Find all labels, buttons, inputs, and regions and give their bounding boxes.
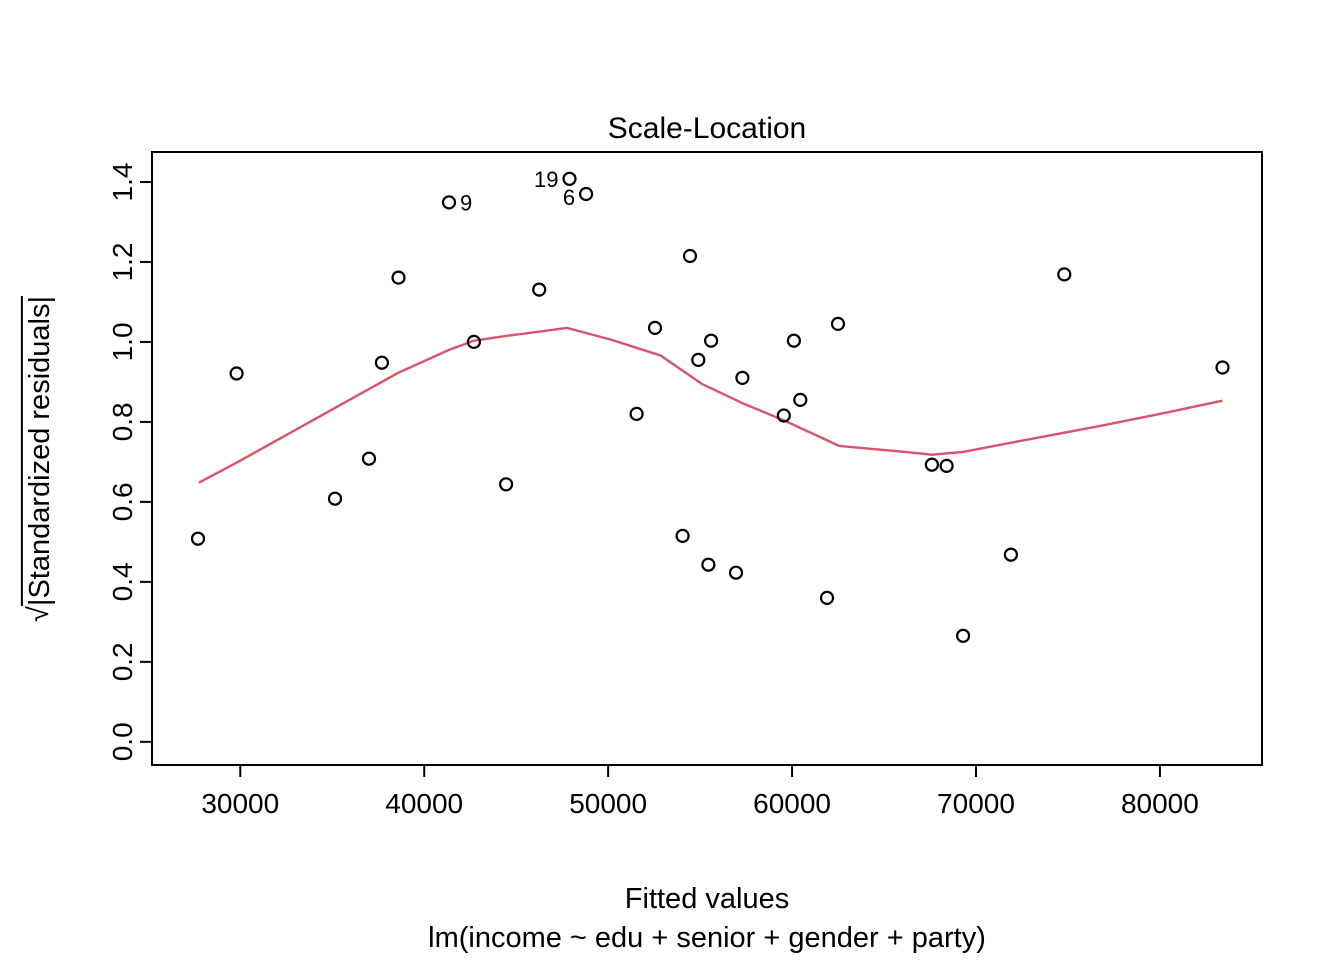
data-point xyxy=(830,316,846,331)
data-point xyxy=(1003,547,1019,562)
x-tick-label: 30000 xyxy=(201,788,279,819)
data-point xyxy=(441,195,457,210)
smooth-line xyxy=(198,326,1223,484)
data-point xyxy=(793,392,808,407)
plot-box xyxy=(151,151,1263,766)
data-point xyxy=(190,531,206,546)
y-tick-label: 0.4 xyxy=(107,562,138,601)
data-point xyxy=(647,320,663,335)
sqrt-symbol: √ xyxy=(22,606,55,623)
data-point xyxy=(776,408,791,423)
x-tick-label: 80000 xyxy=(1121,788,1199,819)
data-point xyxy=(701,557,716,572)
data-point xyxy=(786,333,802,348)
data-point xyxy=(229,366,244,381)
data-point xyxy=(703,333,719,348)
data-point xyxy=(939,458,954,473)
data-point xyxy=(682,248,698,264)
y-tick-label: 0.2 xyxy=(107,642,138,681)
data-point xyxy=(1057,267,1072,282)
data-point xyxy=(391,270,406,285)
data-point xyxy=(466,334,481,349)
data-point xyxy=(691,352,706,367)
point-label: 9 xyxy=(460,190,472,215)
y-tick-label: 1.0 xyxy=(107,322,138,361)
data-point xyxy=(578,186,594,202)
data-point xyxy=(532,282,547,297)
x-tick-label: 70000 xyxy=(937,788,1015,819)
y-tick-label: 1.2 xyxy=(107,242,138,281)
data-point xyxy=(629,406,644,421)
data-point xyxy=(1215,360,1230,375)
model-formula-label: lm(income ~ edu + senior + gender + part… xyxy=(428,922,986,954)
y-axis-label-text: |Standardized residuals| xyxy=(20,295,56,607)
data-point xyxy=(327,491,343,506)
y-tick-label: 0.6 xyxy=(107,482,138,521)
x-axis-label: Fitted values xyxy=(624,883,790,915)
y-tick-label: 0.8 xyxy=(107,402,138,441)
data-point xyxy=(728,565,744,580)
data-point xyxy=(374,355,389,370)
x-tick-label: 50000 xyxy=(569,788,647,819)
y-axis-label: √|Standardized residuals| xyxy=(20,295,58,623)
y-tick-label: 1.4 xyxy=(107,163,138,202)
y-tick-label: 0.0 xyxy=(107,722,138,761)
data-point xyxy=(735,370,750,385)
x-tick-label: 60000 xyxy=(753,788,831,819)
x-tick-label: 40000 xyxy=(385,788,463,819)
data-point xyxy=(955,628,971,643)
data-point xyxy=(819,590,835,606)
data-point xyxy=(361,451,377,466)
data-point xyxy=(562,171,577,186)
data-point xyxy=(499,477,514,492)
data-point xyxy=(675,528,690,544)
chart-title: Scale-Location xyxy=(607,112,807,145)
data-point xyxy=(924,457,940,472)
point-label: 6 xyxy=(563,185,575,210)
point-label: 19 xyxy=(534,167,558,192)
